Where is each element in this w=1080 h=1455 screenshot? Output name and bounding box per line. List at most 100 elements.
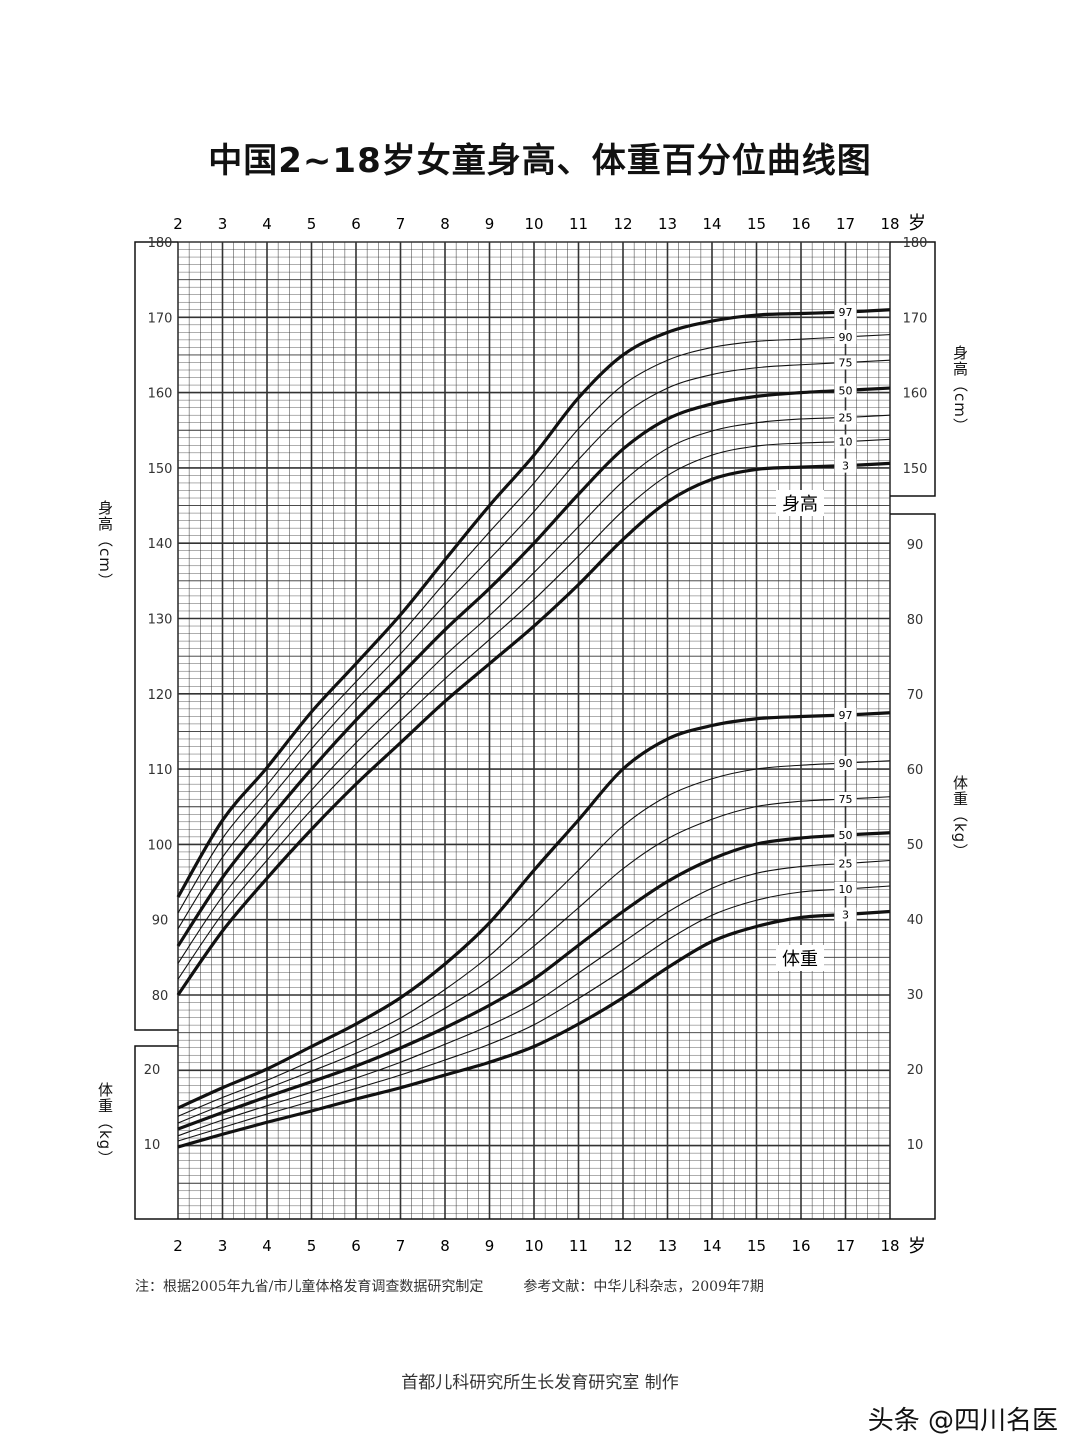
height-percentile-label: 3	[842, 460, 849, 473]
height-percentile-label: 97	[839, 306, 853, 319]
weight-curve-p90	[177, 760, 891, 1117]
age-tick-label-top: 18	[880, 215, 899, 233]
height-tick-left: 80	[152, 989, 169, 1004]
height-tick-right: 150	[903, 462, 928, 477]
weight-curve-p10	[177, 885, 891, 1142]
weight-label-bg	[834, 828, 857, 842]
age-tick-label-bottom: 6	[351, 1237, 361, 1255]
height-curves-label: 身高	[782, 494, 818, 515]
watermark: 头条 @四川名医	[867, 1406, 1058, 1436]
age-tick-label-bottom: 13	[658, 1237, 677, 1255]
height-label-bg	[834, 458, 857, 473]
weight-percentile-label: 10	[839, 883, 853, 896]
weight-curve-p50	[177, 831, 891, 1131]
weight-label-bg	[834, 856, 857, 871]
age-tick-label-top: 15	[747, 215, 766, 233]
weight-label-bg	[834, 708, 857, 722]
height-tick-left: 150	[148, 462, 173, 477]
age-tick-label-top: 5	[307, 215, 317, 233]
height-curve-p50	[176, 386, 891, 947]
age-tick-label-bottom: 3	[218, 1237, 228, 1255]
height-percentile-label: 75	[839, 356, 853, 369]
height-tick-left: 100	[148, 838, 173, 853]
height-tick-left: 160	[148, 387, 173, 402]
height-percentile-label: 90	[839, 331, 853, 344]
weight-percentile-label: 97	[839, 709, 853, 722]
age-tick-label-top: 14	[702, 215, 721, 233]
chart-title: 中国2~18岁女童身高、体重百分位曲线图	[208, 141, 872, 181]
age-tick-label-bottom: 12	[613, 1237, 632, 1255]
weight-tick-right: 70	[907, 688, 924, 703]
weight-tick-right: 90	[907, 538, 924, 553]
height-percentile-label: 25	[839, 411, 853, 424]
height-axis-title-left: 身高（cm）	[96, 500, 114, 589]
weight-percentile-label: 75	[839, 793, 853, 806]
age-tick-label-top: 11	[569, 215, 588, 233]
weight-label-bg	[834, 756, 857, 770]
weight-label-bg	[834, 792, 857, 806]
age-tick-label-top: 12	[613, 215, 632, 233]
height-tick-left: 180	[148, 236, 173, 251]
age-tick-label-bottom: 8	[440, 1237, 450, 1255]
weight-curves-label: 体重	[782, 949, 818, 970]
age-tick-label-top: 16	[791, 215, 810, 233]
height-percentile-label: 50	[839, 384, 853, 397]
age-tick-label-top: 9	[485, 215, 495, 233]
height-label-bg	[834, 305, 857, 320]
age-tick-label-top: 6	[351, 215, 361, 233]
weight-curve-p97	[177, 711, 891, 1110]
weight-tick-right: 80	[907, 613, 924, 628]
height-curve-p3	[176, 461, 891, 996]
weight-axis-title-left: 体重（kg）	[96, 1082, 114, 1167]
age-tick-label-bottom: 9	[485, 1237, 495, 1255]
age-tick-label-top: 10	[524, 215, 543, 233]
height-tick-left: 120	[148, 688, 173, 703]
age-tick-label-bottom: 2	[173, 1237, 183, 1255]
age-tick-label-bottom: 5	[307, 1237, 317, 1255]
age-tick-label-bottom: 15	[747, 1237, 766, 1255]
height-tick-left: 110	[148, 763, 173, 778]
age-unit-bottom: 岁	[908, 1236, 926, 1257]
weight-tick-left: 20	[144, 1063, 161, 1078]
age-unit-top: 岁	[908, 213, 926, 234]
height-label-bg	[834, 383, 857, 398]
weight-percentile-label: 90	[839, 757, 853, 770]
weight-axis-title-right: 体重（kg）	[951, 775, 969, 860]
height-label-bg	[834, 410, 857, 425]
weight-tick-right: 60	[907, 763, 924, 778]
age-tick-label-top: 2	[173, 215, 183, 233]
height-tick-left: 140	[148, 537, 173, 552]
weight-percentile-label: 25	[839, 858, 853, 871]
weight-tick-right: 50	[907, 838, 924, 853]
chart-maker: 首都儿科研究所生长发育研究室 制作	[401, 1373, 679, 1393]
weight-curve-p75	[177, 796, 891, 1124]
height-axis-title-right: 身高（cm）	[951, 345, 969, 434]
height-curve-p97	[176, 308, 891, 898]
age-tick-label-bottom: 7	[396, 1237, 406, 1255]
height-curve-p10	[177, 438, 891, 980]
age-tick-label-top: 8	[440, 215, 450, 233]
weight-label-bg	[776, 945, 824, 971]
age-tick-label-bottom: 10	[524, 1237, 543, 1255]
height-tick-left: 170	[148, 311, 173, 326]
weight-frame	[134, 513, 936, 1220]
age-tick-label-bottom: 14	[702, 1237, 721, 1255]
height-tick-right: 170	[903, 311, 928, 326]
note-reference: 参考文献：中华儿科杂志，2009年7期	[523, 1279, 764, 1295]
right-height-frame	[890, 241, 936, 497]
height-tick-left: 90	[152, 914, 169, 929]
age-tick-label-top: 4	[262, 215, 272, 233]
weight-curve-p3	[177, 909, 891, 1149]
height-label-bg	[834, 434, 857, 449]
age-tick-label-bottom: 11	[569, 1237, 588, 1255]
weight-percentile-label: 3	[842, 909, 849, 922]
age-tick-label-bottom: 16	[791, 1237, 810, 1255]
weight-tick-right: 20	[907, 1063, 924, 1078]
age-tick-label-bottom: 4	[262, 1237, 272, 1255]
height-curve-p75	[177, 359, 891, 930]
age-tick-label-top: 7	[396, 215, 406, 233]
height-tick-right: 160	[903, 387, 928, 402]
height-label-bg	[776, 490, 824, 516]
weight-tick-right: 40	[907, 913, 924, 928]
